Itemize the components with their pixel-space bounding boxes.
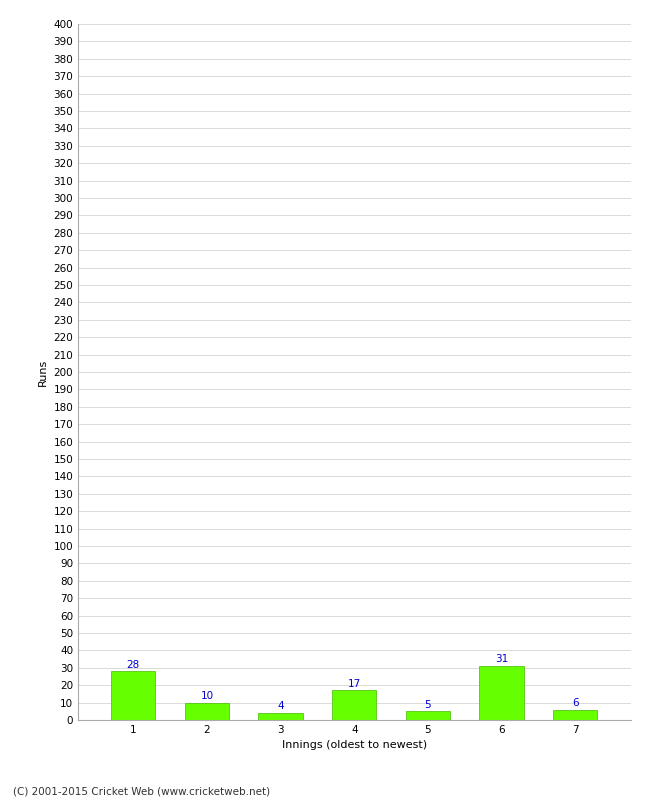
Text: 10: 10 [200, 691, 213, 701]
Bar [480, 666, 524, 720]
Bar [111, 671, 155, 720]
Text: 28: 28 [127, 659, 140, 670]
Bar [259, 713, 303, 720]
Text: 4: 4 [278, 702, 284, 711]
Bar [332, 690, 376, 720]
Bar [553, 710, 597, 720]
Text: 6: 6 [572, 698, 578, 708]
Bar [185, 702, 229, 720]
X-axis label: Innings (oldest to newest): Innings (oldest to newest) [281, 741, 427, 750]
Bar [406, 711, 450, 720]
Y-axis label: Runs: Runs [38, 358, 48, 386]
Text: (C) 2001-2015 Cricket Web (www.cricketweb.net): (C) 2001-2015 Cricket Web (www.cricketwe… [13, 786, 270, 796]
Text: 5: 5 [424, 699, 431, 710]
Text: 17: 17 [348, 678, 361, 689]
Text: 31: 31 [495, 654, 508, 664]
